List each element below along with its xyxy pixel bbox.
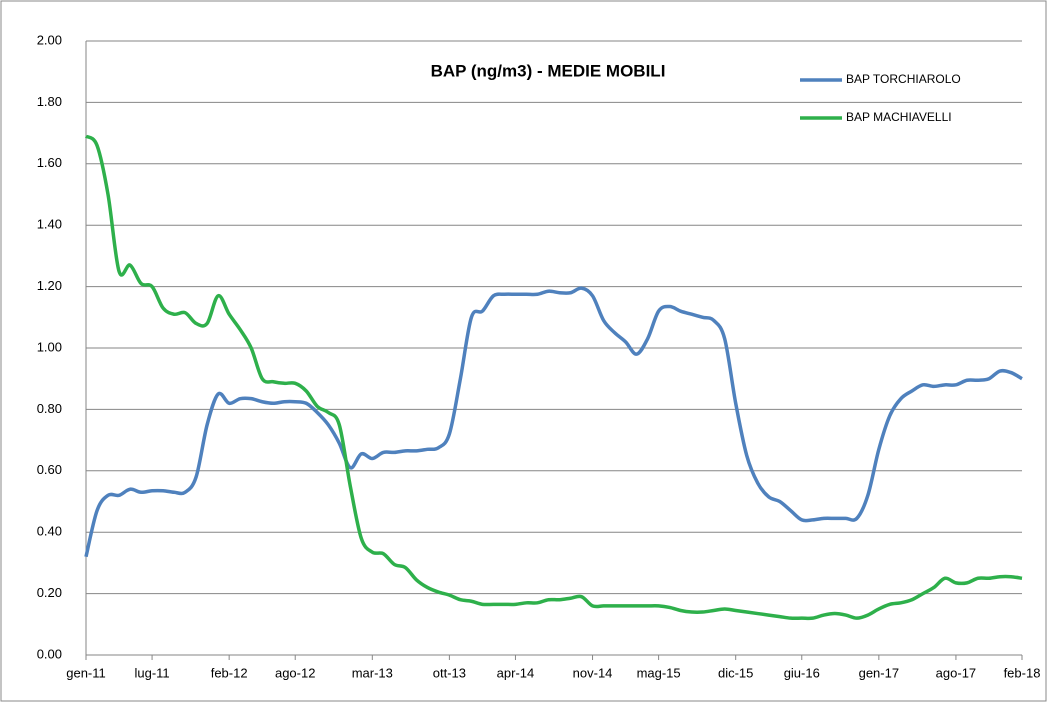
y-tick-label: 1.40	[37, 217, 62, 232]
y-tick-label: 2.00	[37, 32, 62, 47]
x-tick-label: ago-12	[275, 665, 315, 680]
x-tick-label: feb-18	[1004, 665, 1041, 680]
y-tick-label: 1.80	[37, 94, 62, 109]
chart-title: BAP (ng/m3) - MEDIE MOBILI	[431, 61, 666, 80]
y-tick-label: 1.20	[37, 278, 62, 293]
y-tick-label: 0.80	[37, 401, 62, 416]
x-tick-label: giu-16	[784, 665, 820, 680]
x-tick-label: nov-14	[573, 665, 613, 680]
y-tick-label: 0.60	[37, 462, 62, 477]
legend-label: BAP TORCHIAROLO	[846, 72, 961, 86]
x-tick-label: gen-11	[66, 665, 106, 680]
data-line	[84, 134, 1023, 621]
y-tick-label: 1.00	[37, 339, 62, 354]
y-tick-label: 0.00	[37, 646, 62, 661]
x-tick-label: ott-13	[433, 665, 466, 680]
y-tick-label: 0.20	[37, 585, 62, 600]
x-tick-label: apr-14	[497, 665, 535, 680]
x-tick-label: dic-15	[718, 665, 753, 680]
x-tick-label: feb-12	[211, 665, 248, 680]
x-tick-label: mag-15	[637, 665, 681, 680]
legend-label: BAP MACHIAVELLI	[846, 110, 952, 124]
y-tick-label: 0.40	[37, 524, 62, 539]
data-line	[84, 286, 1023, 558]
x-tick-label: ago-17	[936, 665, 976, 680]
x-tick-label: mar-13	[352, 665, 393, 680]
x-tick-label: lug-11	[134, 665, 169, 680]
x-tick-label: gen-17	[859, 665, 899, 680]
y-tick-label: 1.60	[37, 155, 62, 170]
